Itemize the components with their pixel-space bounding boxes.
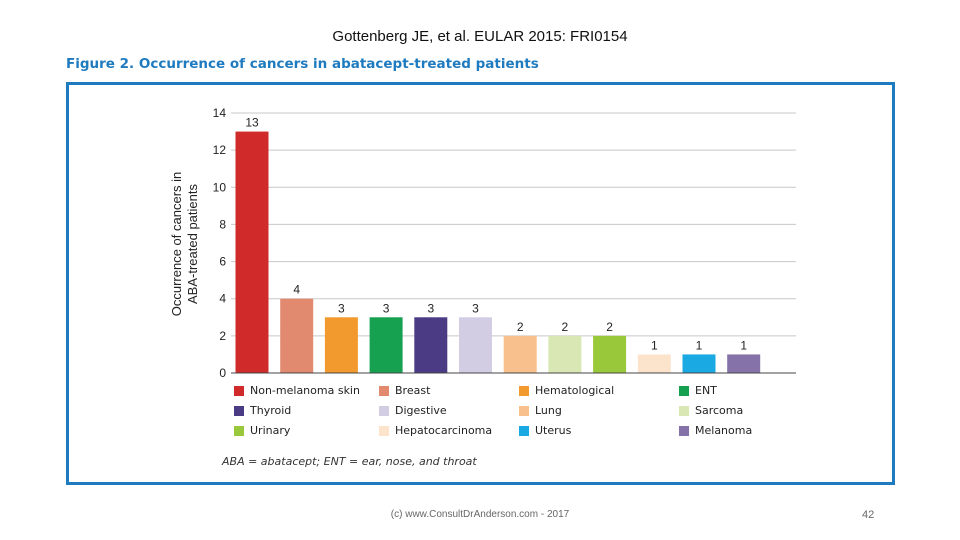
bar-hepatocarcinoma [637,354,671,373]
legend-swatch [679,405,689,416]
data-label: 1 [696,338,703,352]
legend-swatch [234,425,244,436]
legend-item: Hepatocarcinoma [379,424,492,437]
legend-label: Hematological [535,384,615,397]
data-label: 3 [338,301,345,315]
legend-item: Sarcoma [679,404,743,417]
legend-label: Non-melanoma skin [250,384,360,397]
page-number: 42 [862,509,875,521]
y-axis-label-line1: Occurrence of cancers in [169,172,184,317]
bar-digestive [459,317,492,373]
data-label: 2 [606,320,613,334]
legend-label: Sarcoma [695,404,744,417]
legend-label: Uterus [535,424,572,437]
y-tick-label: 2 [219,329,226,343]
bar-sarcoma [548,335,582,373]
bar-thyroid [414,317,448,373]
legend-item: Uterus [519,424,571,437]
data-label: 4 [293,283,300,297]
gridlines [231,112,796,337]
legend-swatch [679,425,689,436]
legend-item: Hematological [519,384,614,397]
legend-item: Non-melanoma skin [234,384,360,397]
bar-lung [503,335,537,373]
data-label: 2 [562,320,569,334]
y-tick-label: 14 [213,106,227,120]
legend-label: Melanoma [695,424,753,437]
bar-ent [369,317,403,373]
legend-item: Melanoma [679,424,752,437]
y-tick-label: 8 [219,217,226,231]
y-tick-label: 4 [219,292,226,306]
legend-label: Lung [535,404,562,417]
legend-item: Urinary [234,424,290,437]
legend-swatch [234,385,244,396]
data-label: 1 [651,338,658,352]
y-axis-label-line2: ABA-treated patients [185,184,200,304]
legend-item: Thyroid [234,404,291,417]
bar-hematological [324,317,358,373]
legend-label: ENT [695,384,717,397]
legend-item: Digestive [379,404,447,417]
legend-swatch [234,405,244,416]
legend-item: ENT [679,384,717,397]
legend-label: Hepatocarcinoma [395,424,493,437]
data-label: 3 [383,301,390,315]
data-label: 3 [472,301,479,315]
bar-non-melanoma-skin [235,131,269,373]
y-tick-label: 10 [213,180,227,194]
y-axis-ticks: 0 2 4 6 8 10 12 14 [213,106,227,380]
figure-frame [66,82,895,485]
citation: Gottenberg JE, et al. EULAR 2015: FRI015… [332,28,628,45]
y-tick-label: 12 [213,143,227,157]
figure-title: Figure 2. Occurrence of cancers in abata… [66,56,539,72]
bars [235,131,761,373]
legend-item: Breast [379,384,430,397]
data-labels: 13 4 3 3 3 3 2 2 2 1 1 1 [245,116,747,353]
legend-swatch [679,385,689,396]
bar-urinary [593,335,627,373]
legend-swatch [379,385,389,396]
y-tick-label: 6 [219,255,226,269]
legend-item: Lung [519,404,562,417]
legend-label: Thyroid [250,404,292,417]
bar-melanoma [727,354,761,373]
legend-label: Digestive [395,404,447,417]
legend-swatch [379,425,389,436]
data-label: 3 [427,301,434,315]
footer-copyright: (c) www.ConsultDrAnderson.com - 2017 [390,509,570,520]
footnote: ABA = abatacept; ENT = ear, nose, and th… [222,455,477,468]
legend-swatch [519,405,529,416]
legend-label: Breast [395,384,431,397]
data-label: 13 [245,116,259,130]
legend-swatch [519,425,529,436]
y-tick-label: 0 [219,366,226,380]
legend-swatch [379,405,389,416]
legend-swatch [519,385,529,396]
bar-breast [280,298,314,373]
data-label: 2 [517,320,524,334]
bar-uterus [682,354,716,373]
legend-label: Urinary [250,424,291,437]
data-label: 1 [740,338,747,352]
